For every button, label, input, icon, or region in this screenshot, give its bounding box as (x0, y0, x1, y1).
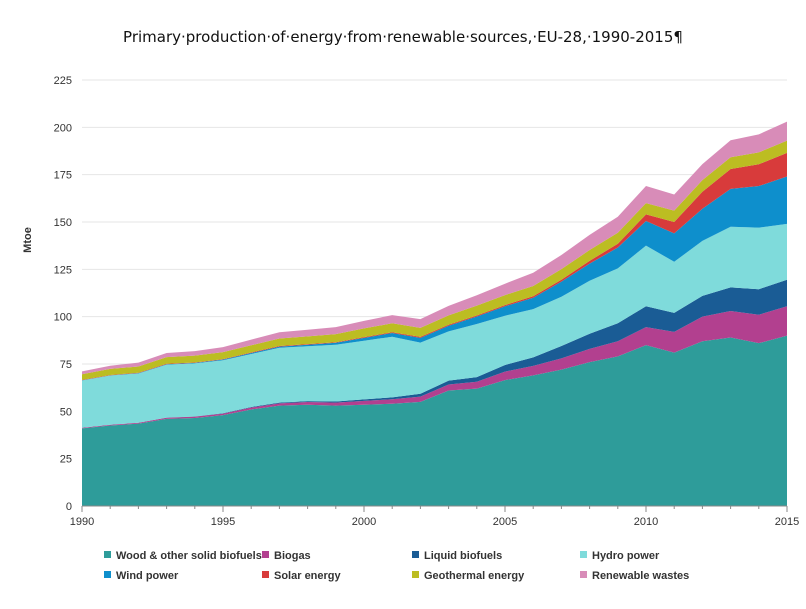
x-tick-label: 1995 (211, 516, 235, 528)
area-series-4 (82, 223, 787, 428)
x-tick-label: 2015 (775, 516, 799, 528)
y-tick-label: 200 (54, 122, 72, 134)
y-axis-label: Mtoe (22, 227, 34, 253)
legend-swatch (580, 571, 587, 578)
y-tick-label: 0 (66, 501, 72, 513)
legend-swatch (262, 551, 269, 558)
legend-label: Wind power (116, 570, 179, 582)
legend-item: Wind power (104, 570, 178, 582)
y-tick-label: 150 (54, 217, 72, 229)
y-tick-label: 225 (54, 75, 72, 87)
x-tick-label: 2005 (493, 516, 517, 528)
area-series-3 (82, 279, 787, 428)
legend-item: Wood & other solid biofuels (104, 550, 262, 562)
legend-item: Liquid biofuels (412, 550, 502, 562)
legend-swatch (580, 551, 587, 558)
legend-swatch (262, 571, 269, 578)
legend-item: Biogas (262, 550, 311, 562)
legend-item: Solar energy (262, 570, 341, 582)
legend-label: Hydro power (592, 550, 660, 562)
area-series-2 (82, 306, 787, 429)
legend-label: Renewable wastes (592, 570, 690, 582)
y-tick-label: 50 (60, 406, 72, 418)
legend-item: Renewable wastes (580, 570, 689, 582)
legend-label: Liquid biofuels (424, 550, 503, 562)
legend-item: Hydro power (580, 550, 659, 562)
x-tick-label: 1990 (70, 516, 94, 528)
y-tick-label: 75 (60, 359, 72, 371)
x-tick-label: 2010 (634, 516, 658, 528)
chart-title: Primary·production·of·energy·from·renewa… (123, 28, 683, 46)
legend-label: Biogas (274, 550, 311, 562)
legend-swatch (412, 571, 419, 578)
legend-swatch (412, 551, 419, 558)
legend-item: Geothermal energy (412, 570, 524, 582)
y-tick-label: 125 (54, 264, 72, 276)
y-tick-label: 175 (54, 170, 72, 182)
legend-label: Geothermal energy (424, 570, 525, 582)
legend-swatch (104, 571, 111, 578)
legend-label: Solar energy (274, 570, 341, 582)
legend-label: Wood & other solid biofuels (116, 550, 262, 562)
y-tick-label: 100 (54, 312, 72, 324)
y-tick-label: 25 (60, 454, 72, 466)
legend-swatch (104, 551, 111, 558)
x-tick-label: 2000 (352, 516, 376, 528)
area-series-1 (82, 335, 787, 506)
stacked-areas (82, 121, 787, 506)
axes: 0 25 50 75 100 125 150 175 200 225 1990 1995 2000 200… (54, 75, 800, 528)
